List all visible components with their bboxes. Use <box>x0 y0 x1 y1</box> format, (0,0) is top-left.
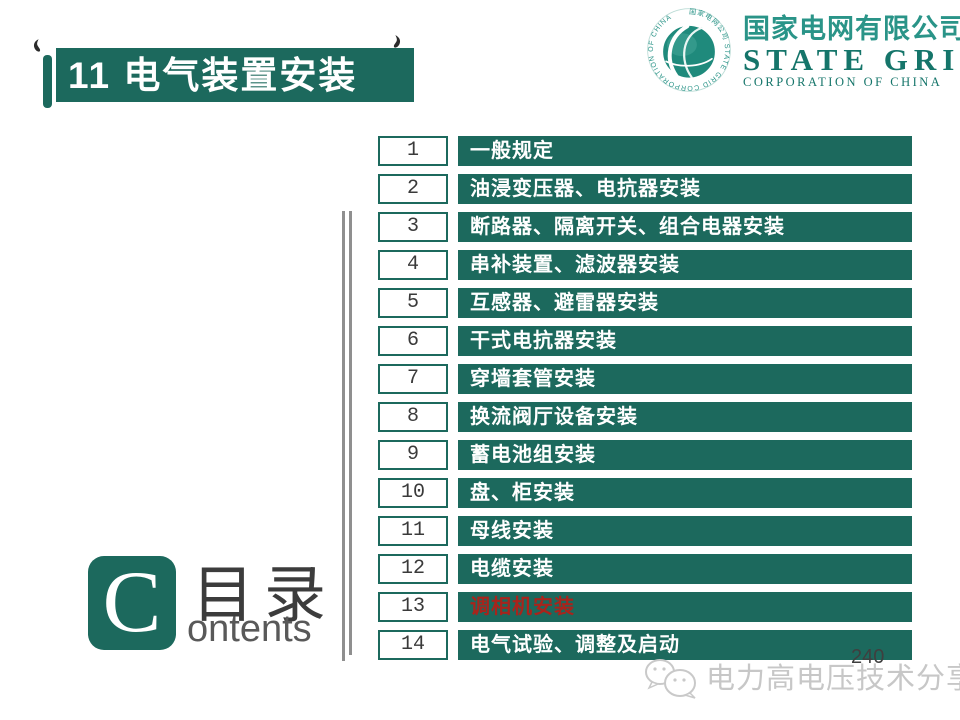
toc-bar: 换流阀厅设备安装 <box>458 402 912 432</box>
toc-number: 7 <box>378 364 448 394</box>
toc-number: 14 <box>378 630 448 660</box>
toc-number: 3 <box>378 212 448 242</box>
page-title: 11 电气装置安装 <box>56 48 414 102</box>
toc-bar: 蓄电池组安装 <box>458 440 912 470</box>
toc-row[interactable]: 8 换流阀厅设备安装 <box>378 402 912 432</box>
toc-row[interactable]: 12 电缆安装 <box>378 554 912 584</box>
toc-label: 串补装置、滤波器安装 <box>470 254 680 276</box>
toc-row[interactable]: 2 油浸变压器、电抗器安装 <box>378 174 912 204</box>
contents-cn-label: 目录 <box>192 561 337 630</box>
toc-label: 盘、柜安装 <box>470 482 575 504</box>
globe-icon: 国家电网公司 STATE GRID CORPORATION OF CHINA <box>645 6 733 99</box>
toc-bar: 断路器、隔离开关、组合电器安装 <box>458 212 912 242</box>
toc-row[interactable]: 7 穿墙套管安装 <box>378 364 912 394</box>
title-accent-bar <box>43 55 52 108</box>
toc-number: 8 <box>378 402 448 432</box>
toc-label: 穿墙套管安装 <box>470 368 596 390</box>
toc-number: 6 <box>378 326 448 356</box>
contents-en-label: ontents <box>187 608 312 650</box>
toc-label: 电缆安装 <box>470 558 554 580</box>
watermark-text: 电力高电压技术分享 <box>706 663 960 695</box>
toc-row[interactable]: 1 一般规定 <box>378 136 912 166</box>
toc-list: 1 一般规定 2 油浸变压器、电抗器安装 3 断路器、隔离开关、组合电器安装 4… <box>378 136 912 660</box>
toc-number: 2 <box>378 174 448 204</box>
toc-row[interactable]: 5 互感器、避雷器安装 <box>378 288 912 318</box>
toc-bar: 互感器、避雷器安装 <box>458 288 912 318</box>
toc-label: 母线安装 <box>470 520 554 542</box>
toc-number: 4 <box>378 250 448 280</box>
toc-row[interactable]: 14 电气试验、调整及启动 <box>378 630 912 660</box>
toc-label: 断路器、隔离开关、组合电器安装 <box>470 216 785 238</box>
toc-bar: 一般规定 <box>458 136 912 166</box>
toc-bar: 干式电抗器安装 <box>458 326 912 356</box>
toc-number: 10 <box>378 478 448 508</box>
company-name-sub: CORPORATION OF CHINA <box>743 75 943 90</box>
wechat-icon <box>640 656 700 707</box>
quote-mark-icon <box>31 38 42 58</box>
toc-label: 蓄电池组安装 <box>470 444 596 466</box>
page-number: 240 <box>851 646 885 668</box>
toc-bar: 盘、柜安装 <box>458 478 912 508</box>
toc-label: 干式电抗器安装 <box>470 330 617 352</box>
company-name-cn: 国家电网有限公司 <box>743 14 960 45</box>
toc-label: 一般规定 <box>470 140 554 162</box>
toc-row[interactable]: 3 断路器、隔离开关、组合电器安装 <box>378 212 912 242</box>
toc-row[interactable]: 4 串补装置、滤波器安装 <box>378 250 912 280</box>
toc-bar: 母线安装 <box>458 516 912 546</box>
stategrid-logo: 国家电网公司 STATE GRID CORPORATION OF CHINA 国… <box>645 6 960 99</box>
toc-number: 5 <box>378 288 448 318</box>
toc-number: 11 <box>378 516 448 546</box>
toc-label: 互感器、避雷器安装 <box>470 292 659 314</box>
quote-mark-icon <box>392 34 403 54</box>
toc-bar: 电气试验、调整及启动 <box>458 630 912 660</box>
contents-badge: C <box>88 556 176 650</box>
toc-bar: 电缆安装 <box>458 554 912 584</box>
toc-label: 电气试验、调整及启动 <box>470 634 680 656</box>
company-name-en: STATE GRID <box>743 41 960 77</box>
divider-line <box>342 211 345 661</box>
toc-number: 9 <box>378 440 448 470</box>
toc-number: 13 <box>378 592 448 622</box>
toc-bar: 串补装置、滤波器安装 <box>458 250 912 280</box>
toc-bar: 调相机安装 <box>458 592 912 622</box>
toc-label: 油浸变压器、电抗器安装 <box>470 178 701 200</box>
toc-row[interactable]: 9 蓄电池组安装 <box>378 440 912 470</box>
toc-row[interactable]: 6 干式电抗器安装 <box>378 326 912 356</box>
toc-row[interactable]: 11 母线安装 <box>378 516 912 546</box>
divider-line <box>349 211 352 655</box>
toc-row[interactable]: 13 调相机安装 <box>378 592 912 622</box>
toc-number: 12 <box>378 554 448 584</box>
toc-row[interactable]: 10 盘、柜安装 <box>378 478 912 508</box>
toc-number: 1 <box>378 136 448 166</box>
toc-label: 换流阀厅设备安装 <box>470 406 638 428</box>
toc-bar: 油浸变压器、电抗器安装 <box>458 174 912 204</box>
toc-label: 调相机安装 <box>470 596 575 618</box>
toc-bar: 穿墙套管安装 <box>458 364 912 394</box>
